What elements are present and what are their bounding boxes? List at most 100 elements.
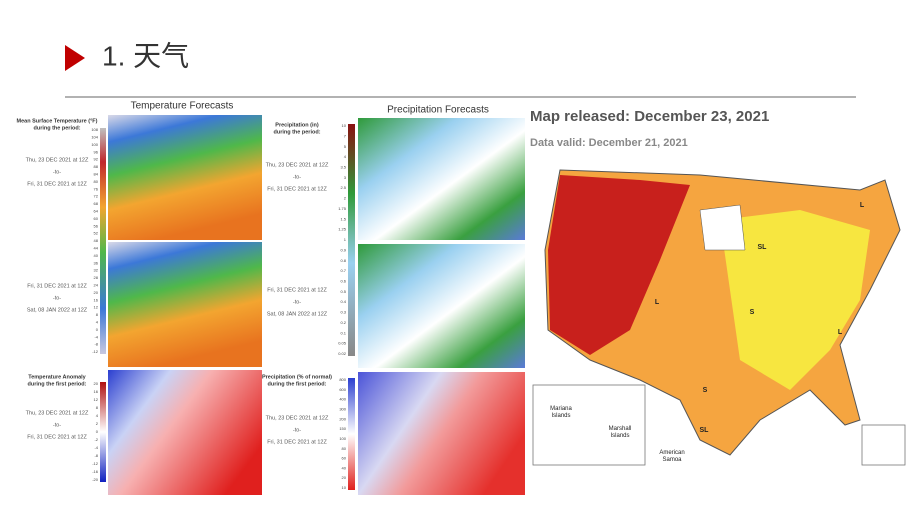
scale-label: 3 [344,175,347,180]
temperature-panel [100,115,262,495]
scale-label: 16 [94,389,99,394]
scale-label: 96 [94,149,99,154]
scale-label: 800 [339,377,346,382]
drought-label: S [750,309,755,316]
scale-label: -12 [92,349,99,354]
scale-label: 108 [91,127,98,132]
period-label: -to- [293,299,301,305]
abnormally-dry [720,210,870,390]
scale-label: 400 [339,397,346,402]
extreme-drought [548,175,690,355]
period-label: -to- [293,174,301,180]
scale-label: 36 [94,260,99,265]
scale-label: 80 [94,179,99,184]
drought-label: S [703,387,708,394]
scale-label: 20 [342,475,347,480]
scale-label: 1.75 [338,206,347,211]
scale-label: 44 [94,245,99,250]
scale-label: -4 [94,445,98,450]
scale-label: 300 [339,407,346,412]
slide-title: 1. 天气 [102,40,189,71]
color-bar [100,382,106,482]
scale-label: 10 [342,485,347,490]
scale-label: 84 [94,171,99,176]
scale-label: 76 [94,186,99,191]
drought-label: L [838,329,843,336]
scale-label: 150 [339,426,346,431]
scale-label: 2 [96,421,99,426]
scale-label: -20 [92,477,99,482]
scale-label: 16 [94,297,99,302]
scale-label: 1.25 [338,227,347,232]
period-label: -to- [53,422,61,428]
scale-label: 0.2 [340,320,346,325]
scale-label: 5 [344,144,347,149]
drought-label: L [655,299,660,306]
inset [861,424,906,466]
scale-label: 1 [344,237,347,242]
period-label: Thu, 23 DEC 2021 at 12Z [266,415,329,421]
scale-title: during the first period: [268,381,327,387]
scale-label: 52 [94,231,99,236]
period-label: Sat, 08 JAN 2022 at 12Z [27,307,88,313]
scale-title: during the first period: [28,381,87,387]
period-label: Thu, 23 DEC 2021 at 12Z [26,157,89,163]
drought-map [527,100,906,466]
scale-label: 1.5 [340,216,346,221]
period-label: -to- [53,295,61,301]
scale-label: 0.4 [340,299,346,304]
scale-label: 0.7 [340,268,346,273]
scale-label: 0 [96,327,99,332]
drought-label: SL [758,244,768,251]
period-label: Fri, 31 DEC 2021 at 12Z [27,283,87,289]
scale-label: 104 [91,134,98,139]
scale-title: Precipitation (in) [275,122,319,128]
scale-label: 0.3 [340,310,346,315]
period-label: Fri, 31 DEC 2021 at 12Z [27,434,87,440]
scale-title: Temperature Anomaly [28,374,86,380]
scale-label: 100 [91,142,98,147]
period-label: Fri, 31 DEC 2021 at 12Z [267,439,327,445]
scale-label: 0.5 [340,289,346,294]
scale-label: 10 [342,123,347,128]
period-label: Fri, 31 DEC 2021 at 12Z [267,287,327,293]
map-title: Map released: December 23, 2021 [530,108,769,125]
inset-label: American Samoa [659,450,684,463]
map [108,242,262,367]
scale-label: 0.1 [340,330,346,335]
scale-label: -8 [94,453,98,458]
period-label: Fri, 31 DEC 2021 at 12Z [27,181,87,187]
scale-label: 0.6 [340,279,346,284]
map [358,244,525,368]
color-bar [348,124,355,356]
period-label: Sat, 08 JAN 2022 at 12Z [267,311,328,317]
scale-label: -12 [92,461,99,466]
scale-label: 72 [94,194,99,199]
scale-title: during the period: [273,129,320,135]
map-subtitle: Data valid: December 21, 2021 [530,137,688,149]
scale-label: 40 [342,465,347,470]
period-label: -to- [53,169,61,175]
scale-label: 20 [94,381,99,386]
scale-title: Mean Surface Temperature (°F) [17,118,98,124]
period-label: Fri, 31 DEC 2021 at 12Z [267,186,327,192]
drought-label: L [860,202,865,209]
scale-label: 64 [94,208,99,213]
map [358,372,525,495]
scale-label: 0.9 [340,247,346,252]
scale-label: 0.8 [340,258,346,263]
scale-label: 2.5 [340,185,346,190]
panel-heading: Precipitation Forecasts [387,105,489,116]
scale-label: 20 [94,290,99,295]
scale-label: 0.02 [338,351,347,356]
precipitation-panel [348,118,525,495]
scale-label: 0.05 [338,341,347,346]
scale-label: -16 [92,469,99,474]
drought-label: SL [700,427,710,434]
scale-label: 56 [94,223,99,228]
inset-label: Mariana Islands [550,406,572,419]
no-drought [699,204,746,251]
map [108,115,262,240]
inset [532,384,646,466]
map [358,118,525,240]
